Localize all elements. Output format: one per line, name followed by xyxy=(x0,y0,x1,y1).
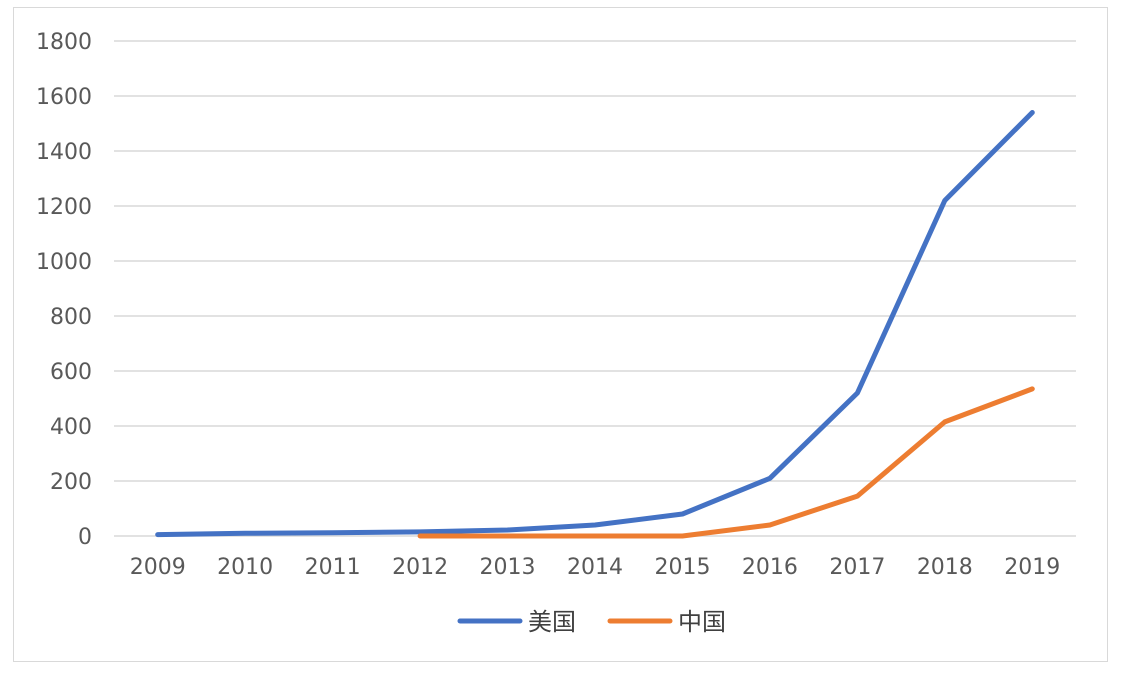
x-tick-label-2017: 2017 xyxy=(829,555,885,580)
y-tick-label-400: 400 xyxy=(50,415,92,440)
y-tick-label-600: 600 xyxy=(50,360,92,385)
x-tick-label-2014: 2014 xyxy=(567,555,623,580)
series-lines xyxy=(155,110,1035,539)
y-tick-label-800: 800 xyxy=(50,305,92,330)
y-tick-label-1400: 1400 xyxy=(36,140,92,165)
gridlines xyxy=(114,40,1076,537)
x-tick-label-2013: 2013 xyxy=(480,555,536,580)
x-tick-label-2011: 2011 xyxy=(305,555,361,580)
series-line-usa xyxy=(155,110,1035,538)
legend-label-china: 中国 xyxy=(678,608,726,636)
y-axis-tick-labels: 0 200 400 600 800 1000 1200 1400 1600 1800 xyxy=(36,30,92,550)
series-line-china xyxy=(417,386,1035,539)
y-tick-label-1200: 1200 xyxy=(36,195,92,220)
y-tick-label-1800: 1800 xyxy=(36,30,92,55)
y-tick-label-200: 200 xyxy=(50,470,92,495)
legend-label-usa: 美国 xyxy=(528,608,576,636)
x-tick-label-2018: 2018 xyxy=(917,555,973,580)
y-tick-label-1000: 1000 xyxy=(36,250,92,275)
chart-frame: 0 200 400 600 800 1000 1200 1400 1600 1800 2009 20… xyxy=(13,7,1108,662)
x-tick-label-2015: 2015 xyxy=(654,555,710,580)
y-tick-label-1600: 1600 xyxy=(36,85,92,110)
y-tick-label-0: 0 xyxy=(78,525,92,550)
legend: 美国 中国 xyxy=(457,608,726,636)
x-tick-label-2012: 2012 xyxy=(392,555,448,580)
x-tick-label-2010: 2010 xyxy=(217,555,273,580)
x-axis-tick-labels: 2009 2010 2011 2012 2013 2014 2015 2016 2017 2018… xyxy=(130,555,1061,580)
x-tick-label-2009: 2009 xyxy=(130,555,186,580)
x-tick-label-2016: 2016 xyxy=(742,555,798,580)
x-tick-label-2019: 2019 xyxy=(1004,555,1060,580)
